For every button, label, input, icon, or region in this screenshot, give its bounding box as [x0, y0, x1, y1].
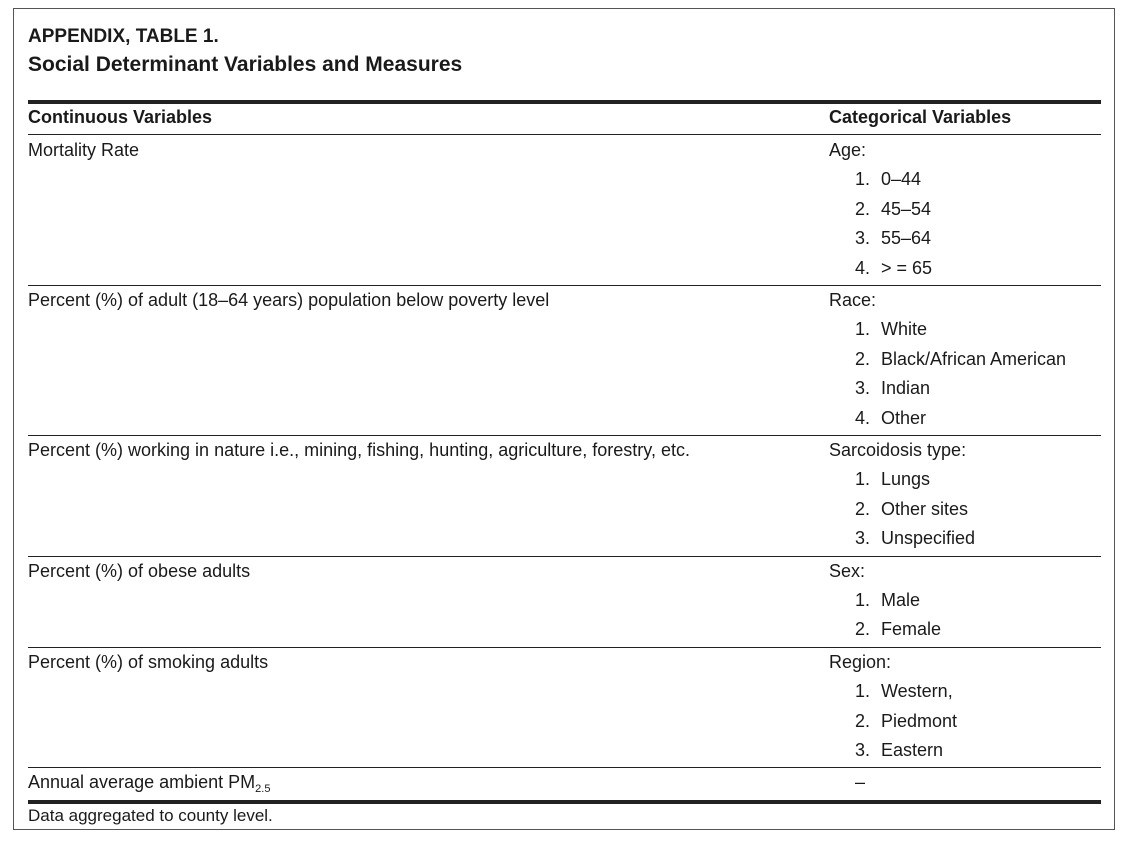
item-number: 3.: [855, 528, 871, 549]
item-number: 2.: [855, 198, 871, 219]
item-number: 1.: [855, 319, 871, 340]
item-number: 1.: [855, 469, 871, 490]
item-text: White: [881, 319, 928, 340]
table-frame: [13, 8, 1115, 830]
item-number: 3.: [855, 228, 871, 249]
categorical-variable: Age:: [829, 140, 867, 160]
continuous-variable: Percent (%) of adult (18–64 years) popul…: [28, 286, 549, 315]
table-label: APPENDIX, TABLE 1.: [28, 26, 219, 47]
item-text: Piedmont: [881, 710, 958, 731]
item-text: 0–44: [881, 169, 922, 190]
categorical-variable: –: [855, 772, 866, 793]
column-header: Continuous Variables: [28, 107, 213, 127]
variable-text: Percent (%) of adult (18–64 years) popul…: [28, 290, 550, 310]
subscript: 2.5: [255, 783, 271, 796]
variable-text: Percent (%) of smoking adults: [28, 651, 269, 672]
item-number: 1.: [855, 681, 871, 702]
variable-text: Percent (%) of obese adults: [28, 560, 251, 581]
item-text: Indian: [881, 378, 931, 399]
item-text: 55–64: [881, 228, 932, 249]
table-title: Social Determinant Variables and Measure…: [28, 53, 463, 76]
item-number: 2.: [855, 348, 871, 369]
categorical-variable: Sarcoidosis type:: [829, 440, 967, 460]
row-rule: [28, 285, 1101, 286]
row-rule: [28, 767, 1101, 768]
row-rule: [28, 556, 1101, 557]
header-rule: [28, 134, 1101, 135]
item-text: Other: [881, 407, 927, 428]
item-number: 2.: [855, 498, 871, 519]
item-text: Lungs: [881, 469, 931, 490]
row-rule: [28, 435, 1101, 436]
item-text: Eastern: [881, 740, 944, 760]
row-rule: [28, 647, 1101, 648]
item-number: 4.: [855, 257, 871, 278]
categorical-variable: Region:: [829, 651, 892, 672]
item-number: 2.: [855, 619, 871, 640]
continuous-variable: Percent (%) of obese adults: [28, 557, 250, 586]
item-text: Western,: [881, 681, 953, 702]
continuous-variable: Mortality Rate: [28, 136, 139, 165]
item-text: > = 65: [881, 257, 933, 278]
item-text: 45–54: [881, 198, 932, 219]
column-header: Categorical Variables: [829, 107, 1012, 127]
item-number: 3.: [855, 378, 871, 399]
item-number: 4.: [855, 407, 871, 428]
bottom-rule: [28, 800, 1101, 804]
item-number: 1.: [855, 590, 871, 610]
continuous-variable: Percent (%) working in nature i.e., mini…: [28, 436, 690, 465]
variable-text: Annual average ambient PM: [28, 772, 256, 793]
variable-text: Percent (%) working in nature i.e., mini…: [28, 440, 690, 460]
item-text: Male: [881, 590, 921, 610]
item-number: 3.: [855, 740, 871, 760]
item-text: Other sites: [881, 498, 969, 519]
item-text: Unspecified: [881, 528, 976, 549]
top-rule: [28, 100, 1101, 104]
continuous-variable: Annual average ambient PM2.5: [28, 768, 270, 804]
continuous-variable: Percent (%) of smoking adults: [28, 648, 268, 677]
item-text: Black/African American: [881, 348, 1067, 369]
variable-text: Mortality Rate: [28, 140, 140, 160]
item-text: Female: [881, 619, 942, 640]
item-number: 2.: [855, 710, 871, 731]
item-number: 1.: [855, 169, 871, 190]
categorical-variable: Race:: [829, 290, 877, 310]
footnote: Data aggregated to county level.: [28, 806, 273, 825]
categorical-variable: Sex:: [829, 560, 866, 581]
